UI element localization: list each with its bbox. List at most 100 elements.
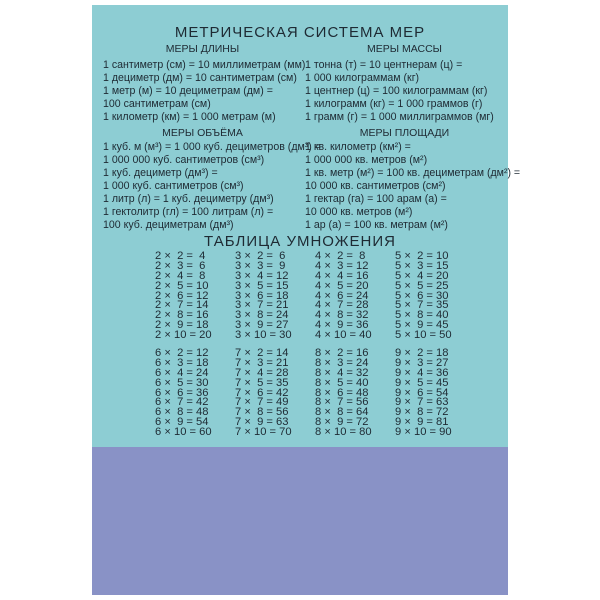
mass-line: 1 грамм (г) = 1 000 миллиграммов (мг) [305, 111, 494, 123]
multiplication-row: 6 × 6 = 36 [155, 386, 209, 399]
area-line: 1 кв. километр (км²) = [305, 141, 411, 153]
mass-line: 1 килограмм (кг) = 1 000 граммов (г) [305, 98, 483, 110]
volume-list: 1 куб. м (м³) = 1 000 куб. дециметров (д… [103, 141, 321, 232]
multiplication-row: 7 × 8 = 56 [235, 406, 289, 419]
multiplication-row: 9 × 2 = 18 [395, 347, 449, 359]
multiplication-column-9: 9 × 2 = 18 9 × 3 = 27 9 × 4 = 36 9 × 5 = 45… [395, 347, 452, 439]
multiplication-column-7: 7 × 2 = 14 7 × 3 = 21 7 × 4 = 28 7 × 5 = 35… [235, 347, 292, 438]
multiplication-row: 2 × 10 = 20 [155, 329, 212, 342]
multiplication-row: 9 × 7 = 63 [395, 396, 449, 409]
multiplication-row: 3 × 9 = 27 [235, 319, 289, 332]
multiplication-row: 8 × 5 = 40 [315, 376, 369, 389]
volume-line: 1 куб. дециметр (дм³) = [103, 167, 218, 179]
multiplication-row: 3 × 3 = 9 [235, 259, 286, 272]
multiplication-row: 5 × 2 = 10 [395, 250, 449, 262]
area-line: 1 000 000 кв. метров (м²) [305, 154, 428, 166]
multiplication-row: 2 × 8 = 16 [155, 309, 209, 322]
multiplication-row: 6 × 2 = 12 [155, 347, 209, 359]
multiplication-row: 9 × 8 = 72 [395, 406, 449, 419]
multiplication-row: 6 × 5 = 30 [155, 376, 209, 389]
area-line: 10 000 кв. сантиметров (см²) [305, 180, 446, 192]
length-line: 1 метр (м) = 10 дециметрам (дм) = [103, 85, 273, 97]
multiplication-row: 7 × 3 = 21 [235, 356, 289, 369]
multiplication-row: 2 × 4 = 8 [155, 269, 206, 282]
multiplication-title: ТАБЛИЦА УМНОЖЕНИЯ [204, 233, 396, 250]
area-line: 1 кв. метр (м²) = 100 кв. дециметрам (дм… [305, 167, 521, 179]
length-line: 1 дециметр (дм) = 10 сантиметрам (см) [103, 72, 297, 84]
multiplication-row: 8 × 9 = 72 [315, 416, 369, 429]
multiplication-row: 4 × 2 = 8 [315, 250, 366, 262]
multiplication-row: 5 × 5 = 25 [395, 279, 449, 292]
area-line: 10 000 кв. метров (м²) [305, 206, 413, 218]
multiplication-row: 6 × 9 = 54 [155, 416, 209, 429]
multiplication-row: 8 × 8 = 64 [315, 406, 369, 419]
multiplication-column-6: 6 × 2 = 12 6 × 3 = 18 6 × 4 = 24 6 × 5 = 30… [155, 347, 212, 439]
multiplication-row: 5 × 4 = 20 [395, 269, 449, 282]
bottom-color-panel [92, 447, 508, 595]
multiplication-row: 2 × 9 = 18 [155, 319, 209, 332]
multiplication-row: 8 × 7 = 56 [315, 396, 369, 409]
volume-line: 1 000 000 куб. сантиметров (см³) [103, 154, 265, 166]
multiplication-row: 5 × 9 = 45 [395, 319, 449, 332]
multiplication-row: 5 × 10 = 50 [395, 329, 452, 342]
length-line: 100 сантиметрам (см) [103, 98, 211, 110]
mass-line: 1 000 килограммам (кг) [305, 72, 420, 84]
multiplication-row: 2 × 7 = 14 [155, 299, 209, 312]
multiplication-row: 7 × 5 = 35 [235, 376, 289, 389]
volume-line: 1 куб. м (м³) = 1 000 куб. дециметров (д… [103, 141, 321, 153]
multiplication-row: 6 × 8 = 48 [155, 406, 209, 419]
volume-heading: МЕРЫ ОБЪЁМА [162, 127, 243, 139]
multiplication-row: 4 × 3 = 12 [315, 259, 369, 272]
multiplication-row: 7 × 9 = 63 [235, 416, 289, 429]
multiplication-row: 8 × 6 = 48 [315, 386, 369, 399]
length-line: 1 сантиметр (см) = 10 миллиметрам (мм) [103, 59, 306, 71]
multiplication-row: 9 × 4 = 36 [395, 366, 449, 379]
volume-line: 1 литр (л) = 1 куб. дециметру (дм³) [103, 193, 274, 205]
multiplication-row: 8 × 4 = 32 [315, 366, 369, 379]
volume-line: 1 000 куб. сантиметров (см³) [103, 180, 244, 192]
multiplication-row: 4 × 8 = 32 [315, 309, 369, 322]
multiplication-row: 3 × 6 = 18 [235, 289, 289, 302]
multiplication-row: 8 × 10 = 80 [315, 426, 372, 439]
metric-panel [92, 5, 508, 447]
multiplication-row: 5 × 8 = 40 [395, 309, 449, 322]
multiplication-row: 3 × 7 = 21 [235, 299, 289, 312]
mass-heading: МЕРЫ МАССЫ [367, 43, 442, 55]
multiplication-row: 9 × 5 = 45 [395, 376, 449, 389]
length-list: 1 сантиметр (см) = 10 миллиметрам (мм) 1 … [103, 59, 305, 124]
multiplication-row: 3 × 10 = 30 [235, 329, 292, 342]
length-line: 1 километр (км) = 1 000 метрам (м) [103, 111, 276, 123]
multiplication-row: 3 × 4 = 12 [235, 269, 289, 282]
multiplication-row: 3 × 2 = 6 [235, 250, 286, 262]
multiplication-row: 4 × 9 = 36 [315, 319, 369, 332]
multiplication-row: 4 × 6 = 24 [315, 289, 369, 302]
multiplication-row: 2 × 2 = 4 [155, 250, 206, 262]
multiplication-row: 2 × 3 = 6 [155, 259, 206, 272]
multiplication-row: 9 × 10 = 90 [395, 426, 452, 439]
area-line: 1 ар (а) = 100 кв. метрам (м²) [305, 219, 448, 231]
multiplication-row: 3 × 5 = 15 [235, 279, 289, 292]
area-heading: МЕРЫ ПЛОЩАДИ [359, 127, 450, 139]
multiplication-row: 2 × 5 = 10 [155, 279, 209, 292]
multiplication-row: 7 × 2 = 14 [235, 347, 289, 359]
multiplication-row: 6 × 10 = 60 [155, 426, 212, 439]
area-line: 1 гектар (га) = 100 арам (а) = [305, 193, 447, 205]
multiplication-row: 7 × 6 = 42 [235, 386, 289, 399]
mass-line: 1 центнер (ц) = 100 килограммам (кг) [305, 85, 488, 97]
multiplication-row: 4 × 7 = 28 [315, 299, 369, 312]
multiplication-row: 5 × 3 = 15 [395, 259, 449, 272]
multiplication-row: 7 × 7 = 49 [235, 396, 289, 409]
area-list: 1 кв. километр (км²) = 1 000 000 кв. метр… [305, 141, 520, 232]
multiplication-row: 4 × 10 = 40 [315, 329, 372, 342]
mass-list: 1 тонна (т) = 10 центнерам (ц) = 1 000 ки… [305, 59, 494, 124]
length-heading: МЕРЫ ДЛИНЫ [165, 43, 240, 55]
multiplication-row: 4 × 4 = 16 [315, 269, 369, 282]
volume-line: 1 гектолитр (гл) = 100 литрам (л) = [103, 206, 274, 218]
multiplication-row: 4 × 5 = 20 [315, 279, 369, 292]
multiplication-row: 7 × 4 = 28 [235, 366, 289, 379]
multiplication-row: 6 × 4 = 24 [155, 366, 209, 379]
multiplication-row: 9 × 9 = 81 [395, 416, 449, 429]
